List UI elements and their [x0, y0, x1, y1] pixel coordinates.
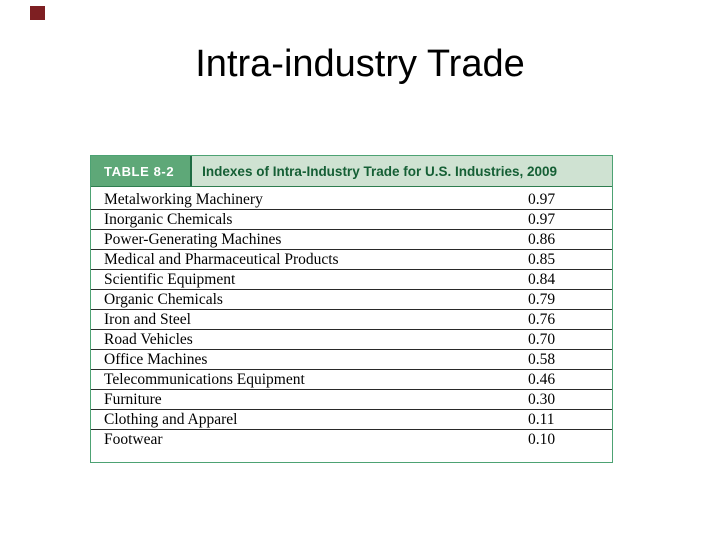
page-title: Intra-industry Trade [195, 43, 525, 85]
industry-value: 0.10 [528, 430, 556, 448]
industry-name: Telecommunications Equipment [104, 370, 305, 388]
table-row: Footwear 0.10 [91, 430, 612, 449]
table-row: Iron and Steel 0.76 [91, 310, 612, 330]
table-row: Telecommunications Equipment 0.46 [91, 370, 612, 390]
industry-name: Footwear [104, 430, 163, 448]
industry-value: 0.97 [528, 210, 556, 228]
industry-value: 0.76 [528, 310, 556, 328]
industry-name: Clothing and Apparel [104, 410, 238, 428]
table-header: TABLE 8-2 Indexes of Intra-Industry Trad… [91, 156, 612, 187]
industry-name: Power-Generating Machines [104, 230, 282, 248]
intra-industry-trade-table: TABLE 8-2 Indexes of Intra-Industry Trad… [90, 155, 613, 463]
industry-name: Organic Chemicals [104, 290, 223, 308]
table-header-divider [190, 156, 193, 186]
industry-name: Inorganic Chemicals [104, 210, 233, 228]
industry-name: Scientific Equipment [104, 270, 236, 288]
table-row: Medical and Pharmaceutical Products 0.85 [91, 250, 612, 270]
table-row: Scientific Equipment 0.84 [91, 270, 612, 290]
slide-accent-square [30, 6, 45, 20]
industry-value: 0.70 [528, 330, 556, 348]
table-row: Office Machines 0.58 [91, 350, 612, 370]
table-caption: Indexes of Intra-Industry Trade for U.S.… [202, 163, 558, 179]
table-row: Power-Generating Machines 0.86 [91, 230, 612, 250]
industry-name: Road Vehicles [104, 330, 193, 348]
industry-name: Metalworking Machinery [104, 190, 263, 208]
table-row: Furniture 0.30 [91, 390, 612, 410]
industry-value: 0.97 [528, 190, 556, 208]
industry-name: Furniture [104, 390, 162, 408]
table-row: Road Vehicles 0.70 [91, 330, 612, 350]
industry-value: 0.85 [528, 250, 556, 268]
table-body: Metalworking Machinery 0.97 Inorganic Ch… [91, 187, 612, 462]
table-row: Clothing and Apparel 0.11 [91, 410, 612, 430]
industry-value: 0.58 [528, 350, 556, 368]
industry-value: 0.46 [528, 370, 556, 388]
industry-value: 0.11 [528, 410, 555, 428]
industry-value: 0.79 [528, 290, 556, 308]
industry-value: 0.30 [528, 390, 556, 408]
industry-name: Iron and Steel [104, 310, 191, 328]
table-label: TABLE 8-2 [91, 156, 191, 186]
industry-value: 0.84 [528, 270, 556, 288]
table-row: Inorganic Chemicals 0.97 [91, 210, 612, 230]
table-row: Metalworking Machinery 0.97 [91, 190, 612, 210]
industry-value: 0.86 [528, 230, 556, 248]
table-row: Organic Chemicals 0.79 [91, 290, 612, 310]
industry-name: Medical and Pharmaceutical Products [104, 250, 339, 268]
industry-name: Office Machines [104, 350, 208, 368]
